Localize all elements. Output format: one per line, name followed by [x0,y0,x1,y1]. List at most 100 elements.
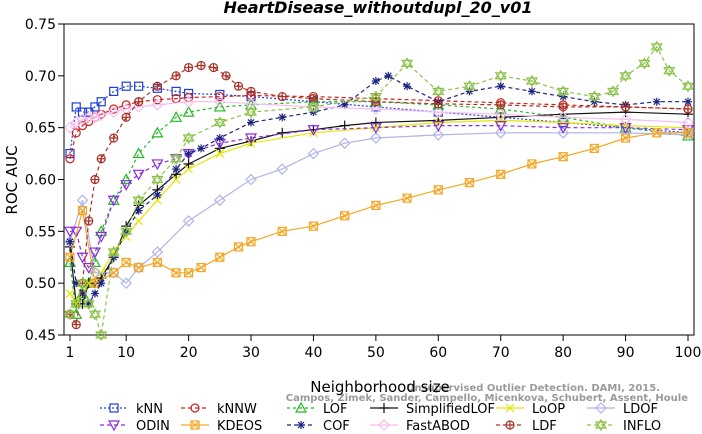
series-line [69,75,688,306]
data-point [369,123,382,134]
data-point [184,164,194,174]
x-tick-label: 50 [367,345,385,361]
data-point [71,320,81,330]
data-point [527,87,536,96]
data-point [245,133,258,145]
data-point [120,277,133,290]
legend-marker [190,403,200,413]
watermark-line-1: Campos, Zimek, Sander, Campello, Micenko… [286,393,688,404]
data-point [432,129,445,141]
data-point [371,200,381,211]
data-point [63,308,77,321]
y-tick-label: 0.45 [25,328,56,344]
x-tick-label: 90 [617,345,635,361]
data-point [246,86,256,96]
data-point [184,62,194,73]
data-point [370,132,382,144]
data-point [652,128,662,138]
data-point [107,106,120,118]
legend-item-odin: ODIN [100,419,170,434]
data-point [307,100,320,114]
plot-frame [63,23,695,336]
series-line [70,124,689,269]
data-point [90,174,100,185]
data-point [401,57,414,70]
data-point [109,133,119,143]
data-point [246,237,256,247]
data-point [64,235,76,248]
data-point [307,147,320,160]
legend-marker [294,401,308,413]
data-point [233,242,244,252]
data-point [77,107,88,117]
legend-marker [595,402,607,414]
legend-label: kNNW [217,402,257,417]
data-point [494,69,507,82]
watermark-line-2: Unsupervised Outlier Detection. DAMI, 20… [406,383,660,394]
data-point [63,226,77,238]
data-point [153,191,162,200]
data-point [152,257,162,268]
data-point [215,91,225,102]
x-tick-label: 80 [554,345,572,361]
legend-item-fastabod: FastABOD [370,419,470,434]
data-point [683,128,693,138]
data-point [151,246,164,258]
legend-marker [505,403,515,413]
data-point [245,173,257,186]
series-odin [63,120,695,274]
data-point [89,111,101,124]
data-point [82,297,95,311]
legend-label: LOF [323,402,348,417]
data-point [88,256,101,268]
data-point [196,60,206,71]
data-point [88,247,101,259]
data-point [95,109,108,122]
data-point [464,178,475,188]
data-point [71,128,81,138]
series-layer [63,40,695,342]
legend-item-knn: kNN [100,402,163,417]
data-point [496,82,505,91]
data-point [369,90,382,103]
data-point [183,158,194,169]
data-point [496,115,506,125]
data-point [652,97,661,106]
data-point [171,175,181,184]
data-point [97,279,106,288]
data-point [64,121,76,134]
data-point [90,289,99,298]
legend-item-cof: COF [287,419,350,434]
legend-label: ODIN [136,419,170,434]
data-point [246,136,257,147]
legend-marker [297,421,305,429]
data-point [107,195,120,207]
x-tick-label: 70 [492,345,510,361]
data-point [132,147,145,159]
data-point [171,86,181,96]
legend-item-lof: LOF [287,401,348,417]
legend-marker [379,403,389,413]
data-point [120,180,133,191]
data-point [557,123,570,134]
data-point [151,173,164,186]
legend-item-kdeos: KDEOS [181,419,262,434]
data-point [277,91,287,102]
data-point [683,104,693,114]
data-point [663,64,676,77]
data-point [134,81,144,91]
y-axis-label: ROC AUC [3,145,21,214]
y-tick-label: 0.65 [25,121,56,137]
data-point [89,266,101,279]
data-point [65,154,75,164]
data-point [433,99,443,109]
data-point [77,206,88,216]
data-point [82,263,95,274]
x-tick-label: 60 [429,345,447,361]
legend-item-inflo: INFLO [587,418,661,434]
data-point [95,328,108,342]
data-point [70,226,83,238]
data-point [619,69,632,82]
legend-label: LDOF [623,402,658,417]
